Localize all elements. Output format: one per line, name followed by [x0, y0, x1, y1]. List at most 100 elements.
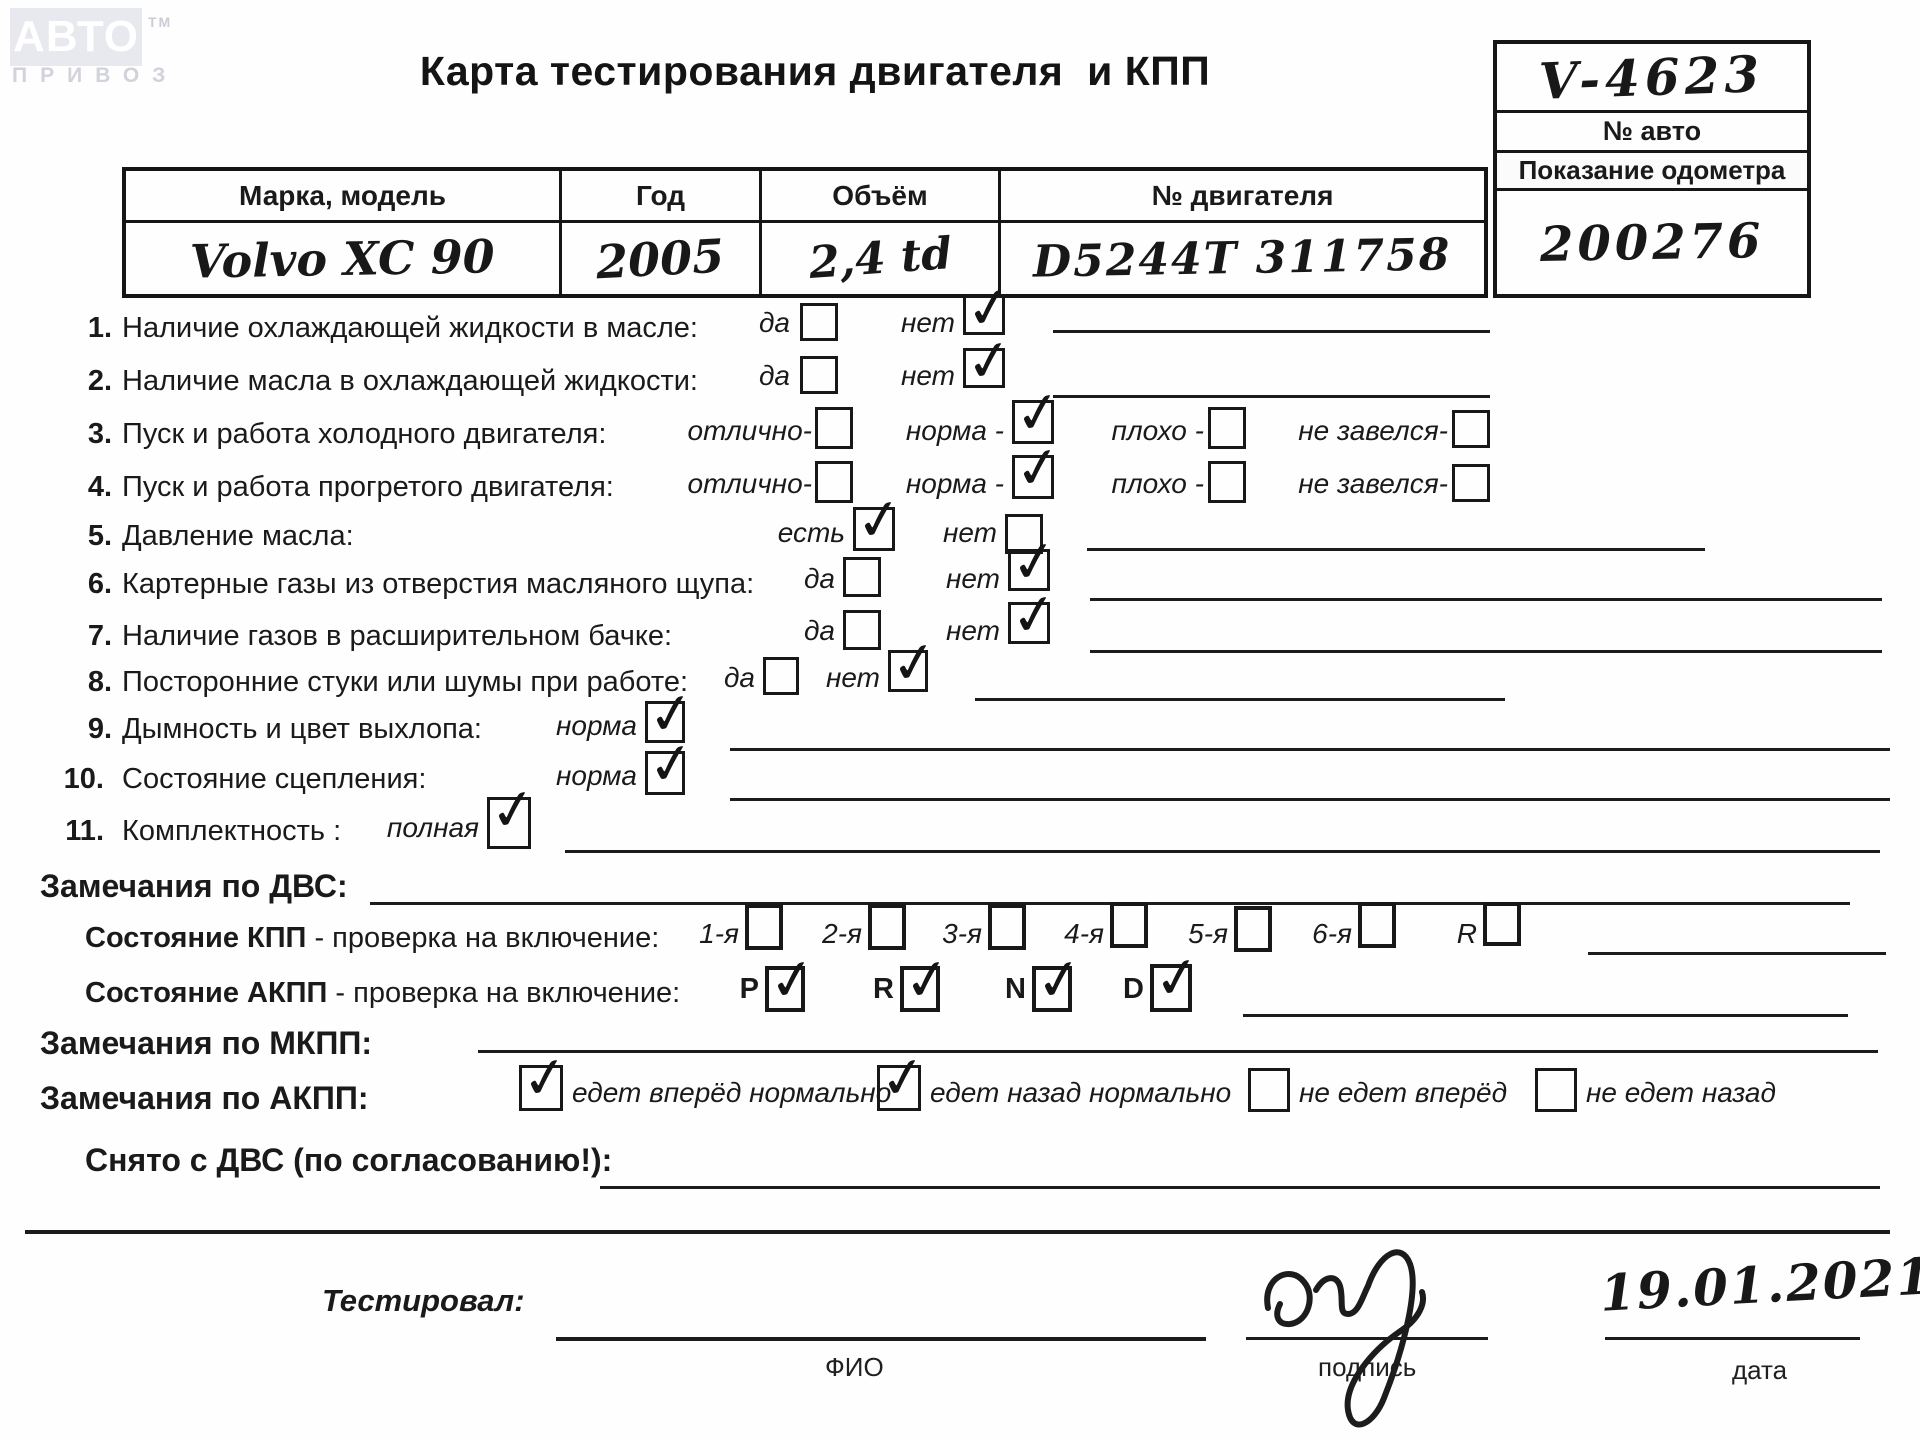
option-label: да: [758, 307, 790, 338]
tested-by-label: Тестировал:: [322, 1283, 525, 1318]
gear-label: R: [873, 973, 894, 1005]
option-label: плохо -: [1111, 468, 1204, 499]
vehicle-table: Марка, модель Год Объём № двигателя Volv…: [122, 167, 1488, 298]
checkbox: [853, 507, 895, 551]
akpp-label: Состояние АКПП - проверка на включение:: [85, 977, 680, 1010]
vehicle-table-header-row: Марка, модель Год Объём № двигателя: [126, 171, 1484, 223]
checkbox: [1032, 966, 1072, 1012]
item-number: 5.: [87, 520, 112, 552]
year-value: 2005: [595, 228, 726, 289]
logo-subtitle: ПРИВОЗ: [12, 64, 179, 87]
blank-line: [1087, 548, 1705, 551]
checkbox: [1234, 906, 1272, 952]
item-label: Дымность и цвет выхлопа:: [122, 713, 482, 745]
item-label: Давление масла:: [122, 520, 354, 552]
date-caption: дата: [1732, 1355, 1788, 1385]
blank-line: [730, 748, 1890, 751]
item-label: Наличие газов в расширительном бачке:: [122, 620, 673, 652]
checkbox: [843, 557, 881, 597]
option-label: нет: [826, 662, 880, 693]
item-label: Комплектность :: [122, 815, 342, 847]
fio-line: [556, 1337, 1206, 1341]
checkbox: [988, 904, 1026, 950]
odometer-value: 200276: [1539, 212, 1765, 273]
fio-caption: ФИО: [825, 1352, 884, 1382]
gear-label: 1-я: [699, 918, 739, 949]
option-label: нет: [946, 563, 1000, 594]
item-number: 9.: [87, 713, 112, 745]
volume-header: Объём: [762, 171, 1001, 220]
signature-scribble: [1264, 1249, 1426, 1428]
checkbox: [1452, 410, 1490, 448]
date-line: [1605, 1337, 1860, 1340]
option-label: да: [758, 360, 790, 391]
engine-number-header: № двигателя: [1151, 179, 1334, 211]
item-number: 3.: [87, 418, 112, 450]
checkbox: [868, 904, 906, 950]
checkbox: [963, 348, 1005, 388]
checkbox: [1535, 1068, 1577, 1112]
blank-line: [600, 1186, 1880, 1189]
mkpp-remarks-label: Замечания по МКПП:: [40, 1025, 373, 1061]
option-label: нет: [901, 360, 955, 391]
checkbox: [1008, 602, 1050, 644]
gear-label: 6-я: [1312, 918, 1352, 949]
gear-label: 4-я: [1064, 918, 1104, 949]
vehicle-table-value-row: Volvo XC 90 2005 2,4 td D5244T 311758: [126, 223, 1484, 294]
odometer-label: Показание одометра: [1497, 150, 1807, 188]
option-label: не едет назад: [1586, 1077, 1776, 1108]
removed-label: Снято с ДВС (по согласованию!):: [85, 1142, 613, 1178]
item-label: Картерные газы из отверстия масляного щу…: [122, 568, 755, 600]
gear-label: R: [1456, 918, 1477, 949]
gear-label: 3-я: [942, 918, 982, 949]
checkbox: [815, 461, 853, 503]
option-label: не завелся-: [1298, 468, 1448, 499]
kpp-label: Состояние КПП - проверка на включение:: [85, 922, 659, 955]
option-label: да: [803, 563, 835, 594]
item-number: 7.: [87, 620, 112, 652]
checkbox: [1208, 407, 1246, 449]
checkbox: [877, 1065, 921, 1111]
option-label: едет назад нормально: [930, 1077, 1232, 1108]
blank-line: [565, 850, 1880, 853]
separator-rule: [25, 1230, 1890, 1234]
brand-header: Марка, модель: [126, 171, 562, 220]
akpp-label-rest: - проверка на включение:: [327, 977, 681, 1009]
option-label: не едет вперёд: [1299, 1077, 1508, 1108]
gear-label: P: [739, 973, 759, 1005]
kpp-label-rest: - проверка на включение:: [306, 922, 660, 954]
checkbox: [1110, 902, 1148, 948]
item-label: Наличие масла в охлаждающей жидкости:: [122, 365, 698, 397]
option-label: нет: [946, 615, 1000, 646]
option-label: едет вперёд нормально: [572, 1077, 892, 1108]
year-header: Год: [562, 171, 762, 220]
checkbox: [1012, 455, 1054, 499]
logo-block: АВТО: [10, 8, 142, 66]
car-info-box: V-4623 № авто Показание одометра 200276: [1493, 40, 1811, 298]
checkbox: [888, 650, 928, 692]
akpp-label-bold: Состояние АКПП: [85, 977, 328, 1009]
checkbox: [487, 797, 531, 849]
option-label: да: [723, 662, 755, 693]
option-label: отлично-: [687, 415, 812, 446]
blank-line: [1588, 952, 1886, 955]
option-label: отлично-: [687, 468, 812, 499]
date-value: 19.01.2021: [1598, 1246, 1920, 1323]
item-number: 6.: [87, 568, 112, 600]
item-number: 1.: [87, 312, 112, 344]
gear-label: D: [1123, 973, 1144, 1005]
blank-line: [1053, 395, 1490, 398]
trademark-symbol: TM: [148, 14, 173, 30]
checkbox: [765, 966, 805, 1012]
checkbox: [1452, 464, 1490, 502]
option-label: полная: [386, 812, 479, 843]
option-label: плохо -: [1111, 415, 1204, 446]
checkbox: [745, 904, 783, 950]
checkbox: [900, 966, 940, 1012]
checkbox: [800, 356, 838, 394]
item-number: 10.: [63, 763, 104, 795]
checkbox: [843, 610, 881, 650]
option-label: норма: [555, 710, 637, 741]
checkbox: [645, 751, 685, 795]
